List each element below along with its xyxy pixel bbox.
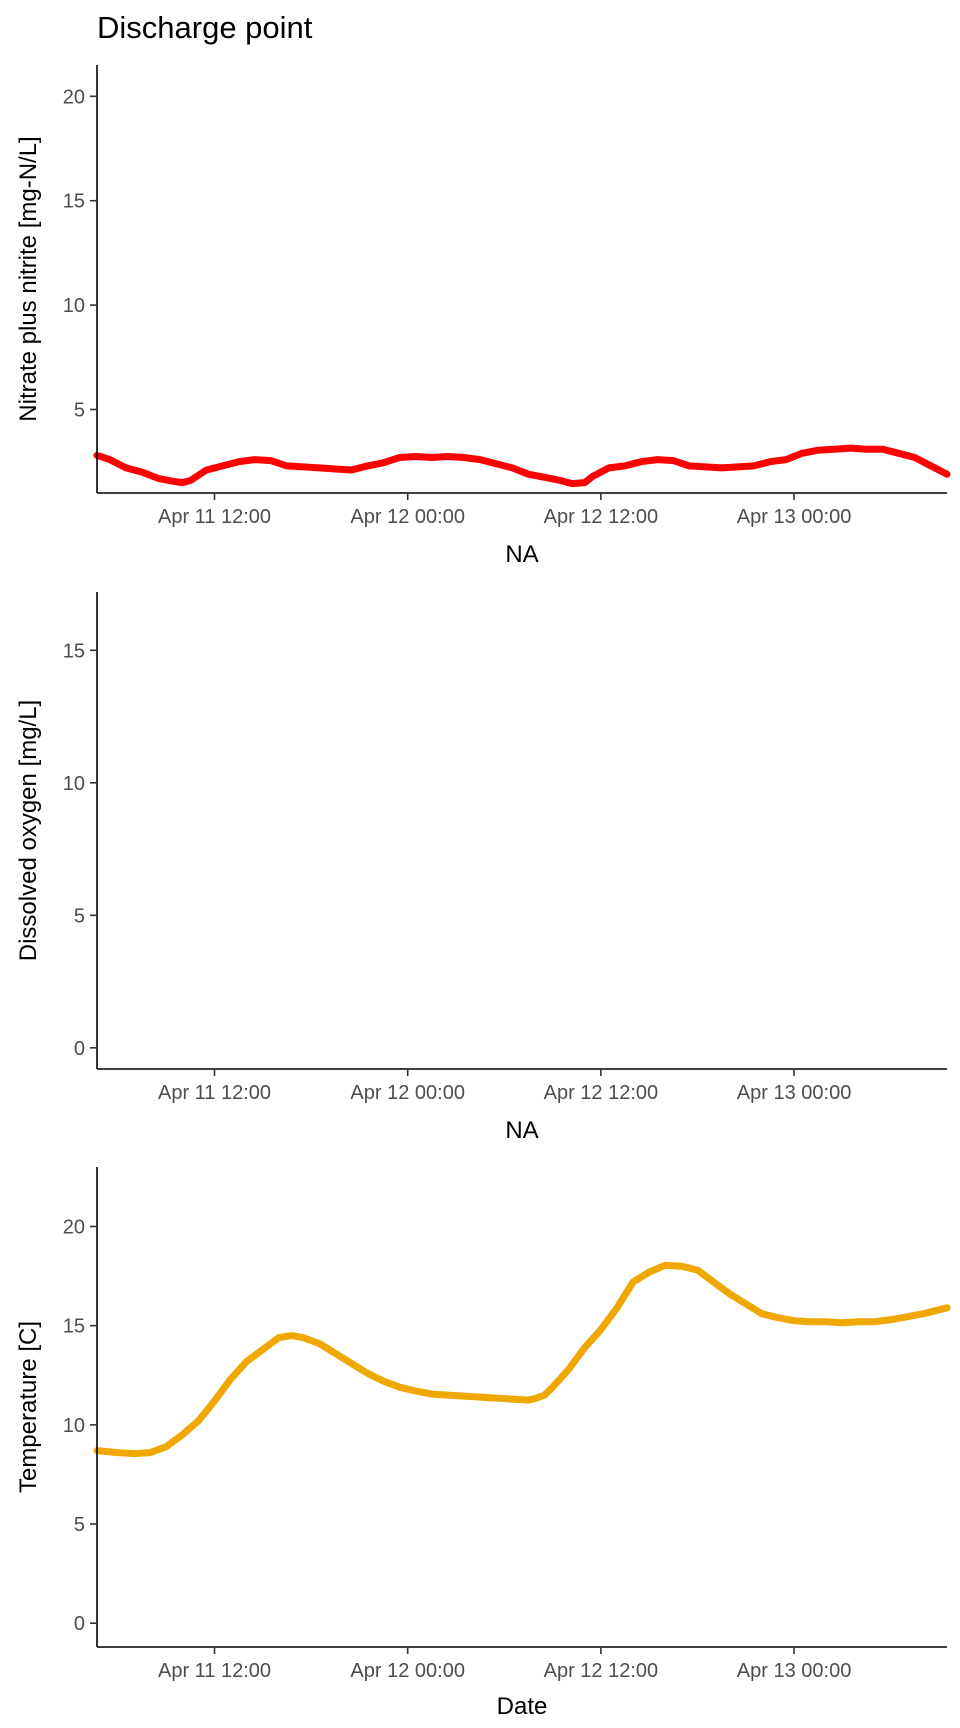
x-tick-label: Apr 11 12:00 (158, 1082, 271, 1104)
x-tick-label: Apr 12 00:00 (350, 1660, 465, 1682)
y-tick-label: 15 (63, 191, 85, 213)
x-tick-label: Apr 12 12:00 (544, 506, 659, 528)
y-tick-label: 20 (63, 1217, 85, 1239)
x-tick-label: Apr 13 00:00 (737, 506, 852, 528)
x-axis-title: Date (497, 1693, 548, 1720)
x-tick-label: Apr 13 00:00 (737, 1082, 852, 1104)
y-axis-title: Temperature [C] (15, 1321, 42, 1493)
y-tick-label: 5 (74, 905, 85, 927)
y-tick-label: 5 (74, 399, 85, 421)
x-axis-title: NA (505, 541, 538, 568)
y-axis-title: Nitrate plus nitrite [mg-N/L] (15, 136, 42, 421)
y-tick-label: 15 (63, 640, 85, 662)
y-tick-label: 0 (74, 1613, 85, 1635)
series-line-1 (93, 444, 951, 488)
chart-panel-3: 0 5 10 15 20 Apr 11 12:00 Apr 12 00:00 Apr 12 1… (15, 1167, 951, 1720)
y-tick-label: 10 (63, 773, 85, 795)
x-tick-label: Apr 11 12:00 (158, 506, 271, 528)
x-tick-label: Apr 11 12:00 (158, 1660, 271, 1682)
y-tick-label: 10 (63, 1415, 85, 1437)
series-line-1 (93, 1261, 951, 1458)
x-tick-label: Apr 12 00:00 (350, 1082, 465, 1104)
page-title: Discharge point (97, 10, 313, 45)
x-tick-label: Apr 12 12:00 (544, 1082, 659, 1104)
x-tick-label: Apr 13 00:00 (737, 1660, 852, 1682)
x-tick-label: Apr 12 12:00 (544, 1660, 659, 1682)
chart-panel-1: 5 10 15 20 Apr 11 12:00 Apr 12 00:00 Apr 12 12… (15, 65, 951, 568)
y-tick-label: 0 (74, 1038, 85, 1060)
y-tick-label: 10 (63, 295, 85, 317)
y-tick-label: 5 (74, 1514, 85, 1536)
x-tick-label: Apr 12 00:00 (350, 506, 465, 528)
x-axis-title: NA (505, 1117, 538, 1144)
y-axis-title: Dissolved oxygen [mg/L] (15, 700, 42, 961)
chart-panel-2: 0 5 10 15 Apr 11 12:00 Apr 12 00:00 Apr 12 12:… (15, 592, 947, 1144)
y-tick-label: 20 (63, 86, 85, 108)
y-tick-label: 15 (63, 1316, 85, 1338)
